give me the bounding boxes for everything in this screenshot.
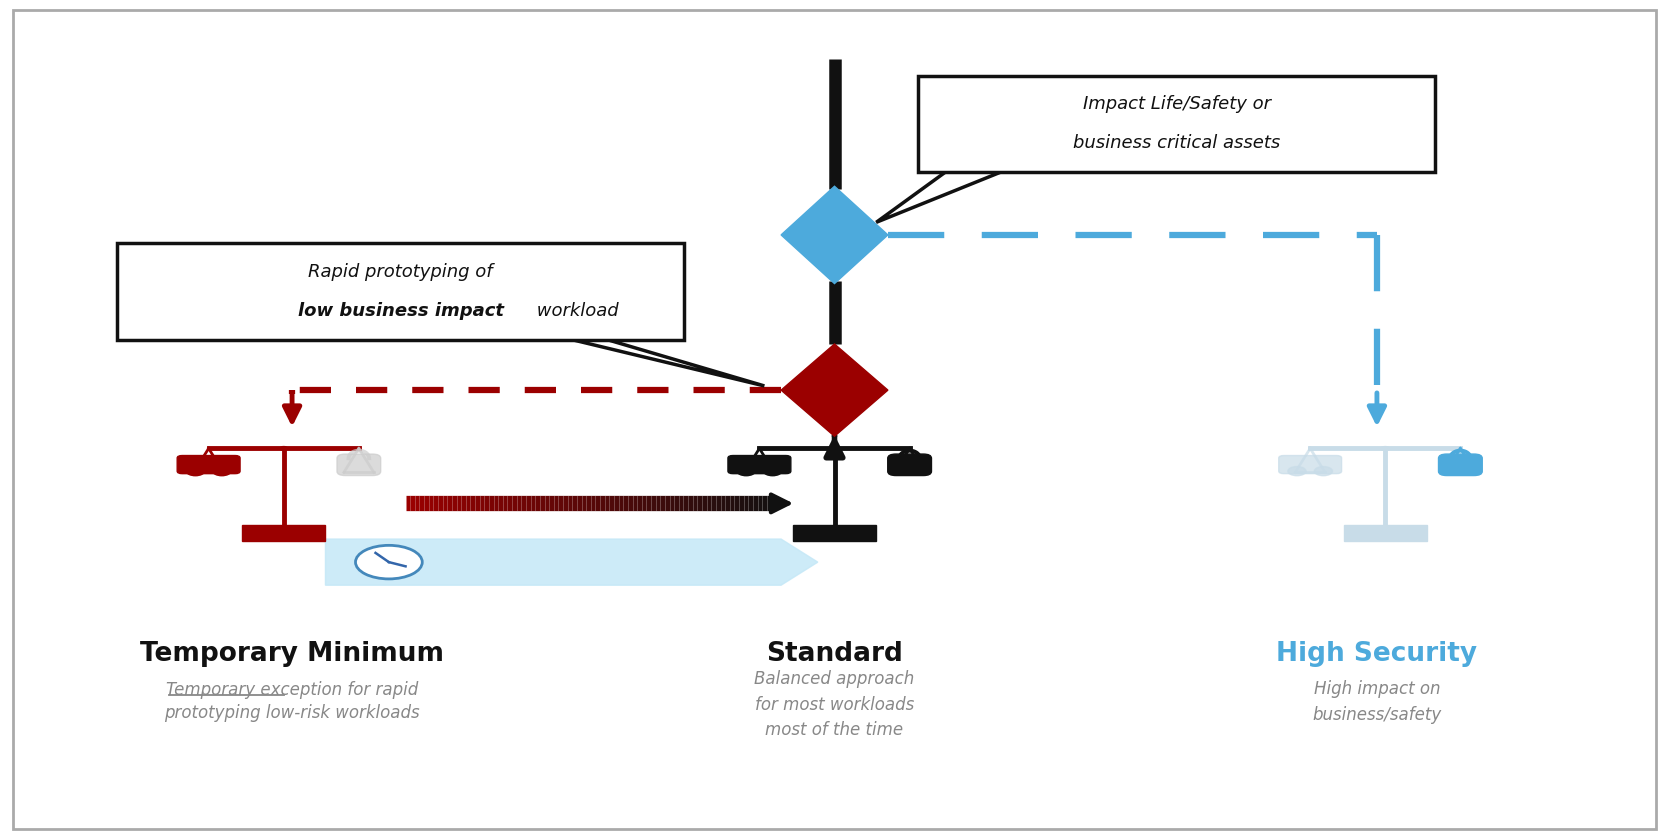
- Polygon shape: [325, 539, 818, 586]
- Text: Impact Life/Safety or: Impact Life/Safety or: [1083, 96, 1270, 113]
- Polygon shape: [556, 336, 764, 386]
- FancyBboxPatch shape: [728, 456, 791, 474]
- FancyBboxPatch shape: [1439, 454, 1482, 476]
- Circle shape: [187, 466, 205, 476]
- Text: Standard: Standard: [766, 642, 903, 667]
- FancyBboxPatch shape: [117, 243, 684, 340]
- Polygon shape: [876, 168, 1011, 222]
- Circle shape: [355, 545, 422, 579]
- Text: workload: workload: [531, 302, 619, 320]
- FancyBboxPatch shape: [793, 525, 876, 541]
- Circle shape: [1288, 466, 1307, 476]
- Polygon shape: [781, 186, 888, 284]
- FancyBboxPatch shape: [1278, 456, 1342, 474]
- Circle shape: [212, 466, 230, 476]
- FancyBboxPatch shape: [337, 454, 381, 476]
- Text: business critical assets: business critical assets: [1073, 134, 1280, 152]
- Text: Temporary exception for rapid: Temporary exception for rapid: [165, 680, 419, 699]
- Text: Rapid prototyping of: Rapid prototyping of: [309, 263, 492, 281]
- FancyBboxPatch shape: [1344, 525, 1427, 541]
- Polygon shape: [781, 344, 888, 436]
- Text: High impact on
business/safety: High impact on business/safety: [1312, 680, 1442, 724]
- Text: High Security: High Security: [1277, 642, 1477, 667]
- Circle shape: [831, 446, 838, 451]
- Circle shape: [738, 466, 756, 476]
- Circle shape: [1382, 446, 1389, 451]
- Circle shape: [280, 446, 287, 451]
- FancyBboxPatch shape: [242, 525, 325, 541]
- Circle shape: [1314, 466, 1332, 476]
- Text: Balanced approach
for most workloads
most of the time: Balanced approach for most workloads mos…: [754, 670, 915, 739]
- Text: Temporary Minimum: Temporary Minimum: [140, 642, 444, 667]
- Circle shape: [763, 466, 781, 476]
- FancyBboxPatch shape: [888, 454, 931, 476]
- FancyBboxPatch shape: [177, 456, 240, 474]
- Text: low business impact: low business impact: [297, 302, 504, 320]
- FancyBboxPatch shape: [918, 76, 1435, 172]
- Text: prototyping low-risk workloads: prototyping low-risk workloads: [164, 704, 421, 722]
